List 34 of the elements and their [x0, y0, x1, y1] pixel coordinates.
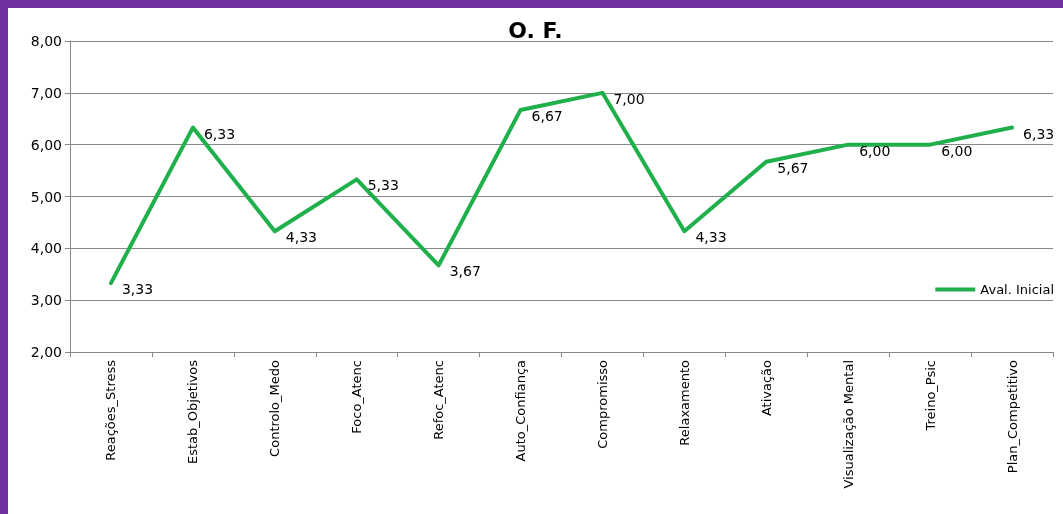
x-tick-label: Plan_Competitivo: [1004, 359, 1020, 474]
data-label: 3,67: [449, 263, 481, 280]
y-tick-label: 8,00: [30, 33, 62, 49]
x-tick-label: Foco_Atenc: [349, 360, 365, 434]
data-label: 5,33: [367, 177, 399, 194]
y-tick-label: 2,00: [30, 344, 62, 360]
x-tick-label: Treino_Psic: [922, 360, 938, 432]
y-tick-label: 5,00: [30, 188, 62, 205]
y-tick-label: 7,00: [30, 84, 62, 101]
chart-title: O. F.: [508, 17, 563, 43]
y-tick-label: 4,00: [30, 240, 62, 257]
legend-label: Aval. Inicial: [980, 282, 1055, 297]
x-tick-label: Ativação: [758, 359, 774, 417]
data-label: 4,33: [285, 229, 317, 246]
data-label: 6,33: [203, 125, 236, 142]
x-tick-label: Controlo_Medo: [267, 359, 283, 457]
line-series: [108, 90, 1015, 286]
x-tick-label: Refoc_Atenc: [431, 360, 447, 440]
x-tick-label: Auto_Confiança: [513, 360, 529, 462]
y-tick-label: 3,00: [30, 292, 62, 309]
data-label: 5,67: [777, 159, 809, 176]
x-tick-label: Compromisso: [594, 359, 610, 449]
data-label: 4,33: [695, 229, 727, 246]
data-label: 3,33: [121, 281, 154, 298]
x-tick-label: Visualização Mental: [840, 360, 856, 489]
data-label: 6,67: [531, 107, 563, 124]
data-label: 6,00: [941, 142, 973, 159]
x-tick-label: Reações_Stress: [103, 359, 119, 461]
y-tick-label: 6,00: [30, 136, 62, 153]
data-label: 7,00: [613, 90, 645, 107]
x-tick-label: Estab_Objetivos: [185, 359, 201, 465]
x-tick-label: Relaxamento: [676, 359, 692, 446]
data-label: 6,33: [1023, 125, 1055, 142]
data-label: 6,00: [859, 142, 891, 159]
